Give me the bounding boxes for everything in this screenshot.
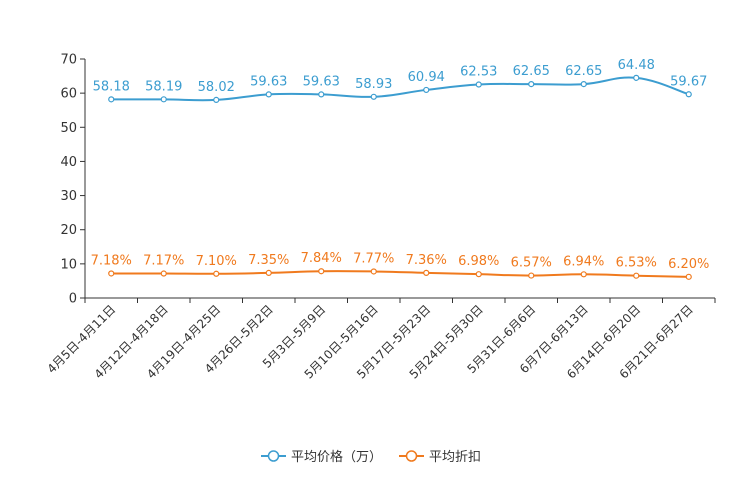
data-label: 6.94%	[563, 254, 604, 269]
data-label: 58.18	[93, 79, 130, 94]
data-label: 7.35%	[248, 253, 289, 268]
data-point[interactable]	[528, 272, 535, 279]
data-point[interactable]	[528, 80, 535, 88]
data-point[interactable]	[160, 270, 167, 277]
y-tick-label: 70	[60, 53, 77, 68]
data-label: 6.57%	[511, 256, 552, 271]
data-point[interactable]	[475, 81, 482, 88]
data-label: 7.18%	[91, 253, 132, 268]
data-label: 6.53%	[616, 256, 657, 271]
y-tick-label: 10	[60, 257, 77, 272]
series-line-1	[111, 270, 689, 278]
data-label: 7.77%	[353, 251, 394, 266]
data-labels: 58.18 58.19 58.02 59.63 59.63 58.93 60.94 62.53…	[91, 58, 710, 272]
data-label: 58.19	[145, 79, 182, 94]
data-point[interactable]	[318, 91, 325, 98]
y-tick-label: 50	[60, 121, 77, 136]
data-label: 62.65	[513, 64, 550, 79]
data-point[interactable]	[108, 96, 115, 103]
series-lines	[111, 76, 690, 278]
y-tick-label: 0	[69, 292, 77, 307]
y-tick-label: 30	[60, 189, 77, 204]
data-label: 59.63	[303, 74, 340, 89]
legend[interactable]: 平均价格（万） 平均折扣	[261, 449, 481, 465]
data-point[interactable]	[580, 271, 587, 278]
data-label: 6.20%	[668, 257, 709, 272]
data-point[interactable]	[685, 273, 692, 280]
data-label: 58.02	[198, 80, 235, 95]
data-label: 58.93	[355, 77, 392, 92]
data-point[interactable]	[423, 86, 430, 94]
data-label: 59.63	[250, 74, 287, 89]
legend-circle-icon	[267, 450, 280, 462]
data-point[interactable]	[633, 74, 640, 81]
data-point[interactable]	[265, 269, 272, 277]
y-tick-label: 60	[60, 87, 77, 102]
y-tick-label: 40	[60, 155, 77, 170]
data-label: 64.48	[618, 58, 655, 73]
data-point[interactable]	[475, 271, 482, 278]
data-point[interactable]	[160, 96, 167, 103]
data-point[interactable]	[685, 91, 692, 98]
y-tick-label: 20	[60, 223, 77, 238]
legend-item-0[interactable]: 平均价格（万）	[261, 449, 382, 465]
series-line-0	[111, 76, 690, 102]
data-label: 59.67	[670, 74, 707, 89]
data-label: 60.94	[408, 70, 445, 85]
data-label: 7.36%	[406, 253, 447, 268]
data-label: 62.53	[460, 65, 497, 80]
data-point[interactable]	[370, 93, 377, 100]
data-point[interactable]	[213, 270, 220, 277]
legend-label: 平均价格（万）	[291, 449, 382, 465]
data-point[interactable]	[633, 272, 640, 279]
data-label: 7.10%	[196, 254, 237, 269]
legend-item-1[interactable]: 平均折扣	[399, 450, 481, 465]
axes: 0102030405060704月5日-4月11日4月12日-4月18日4月19…	[44, 53, 716, 382]
data-label: 7.17%	[143, 254, 184, 269]
data-point[interactable]	[580, 80, 587, 88]
data-point[interactable]	[265, 91, 272, 98]
data-label: 6.98%	[458, 254, 499, 269]
legend-label: 平均折扣	[429, 450, 481, 465]
data-point[interactable]	[423, 269, 430, 276]
data-point[interactable]	[318, 268, 325, 275]
data-label: 7.84%	[301, 251, 342, 266]
data-point[interactable]	[213, 96, 220, 104]
series-points	[108, 74, 692, 280]
data-label: 62.65	[565, 64, 602, 79]
legend-circle-icon	[405, 450, 418, 462]
data-point[interactable]	[370, 268, 377, 275]
data-point[interactable]	[108, 270, 115, 277]
